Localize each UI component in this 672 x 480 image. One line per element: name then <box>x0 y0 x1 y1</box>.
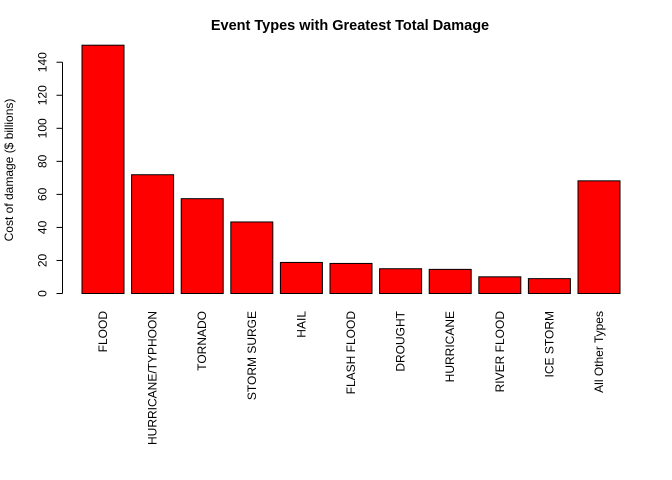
category-label: ICE STORM <box>542 311 556 377</box>
bar-1 <box>131 174 175 295</box>
y-tick-label: 100 <box>36 118 50 138</box>
category-label: FLASH FLOOD <box>344 311 358 395</box>
category-labels: FLOOD HURRICANE/TYPHOON TORNADO STORM SURGE… <box>96 310 606 445</box>
bar-0 <box>81 44 125 294</box>
chart-title: Event Types with Greatest Total Damage <box>211 18 489 34</box>
bar-9 <box>527 278 571 294</box>
category-label: STORM SURGE <box>245 311 259 400</box>
y-axis: 0 20 40 60 80 100 120 140 <box>36 52 63 297</box>
bar-10 <box>577 180 621 294</box>
bar-3 <box>230 221 274 294</box>
y-axis-label: Cost of damage ($ billions) <box>2 99 16 242</box>
category-label: HURRICANE/TYPHOON <box>146 311 160 445</box>
category-label: DROUGHT <box>394 310 408 371</box>
y-tick-label: 120 <box>36 85 50 105</box>
category-label: RIVER FLOOD <box>493 311 507 393</box>
bar-8 <box>478 276 522 294</box>
category-label: TORNADO <box>195 311 209 371</box>
category-label: HAIL <box>294 311 308 338</box>
category-label: All Other Types <box>592 311 606 393</box>
bar-6 <box>379 268 423 295</box>
y-tick-label: 20 <box>36 253 50 267</box>
bar-5 <box>329 262 373 294</box>
bar-4 <box>279 261 323 295</box>
bars-group <box>81 44 621 295</box>
bar-2 <box>180 198 224 294</box>
category-label: FLOOD <box>96 311 110 353</box>
category-label: HURRICANE <box>443 311 457 382</box>
y-tick-label: 140 <box>36 52 50 72</box>
y-tick-label: 40 <box>36 220 50 234</box>
y-tick-label: 80 <box>36 154 50 168</box>
y-tick-label: 60 <box>36 187 50 201</box>
bar-7 <box>428 268 472 294</box>
y-tick-label: 0 <box>36 290 50 297</box>
